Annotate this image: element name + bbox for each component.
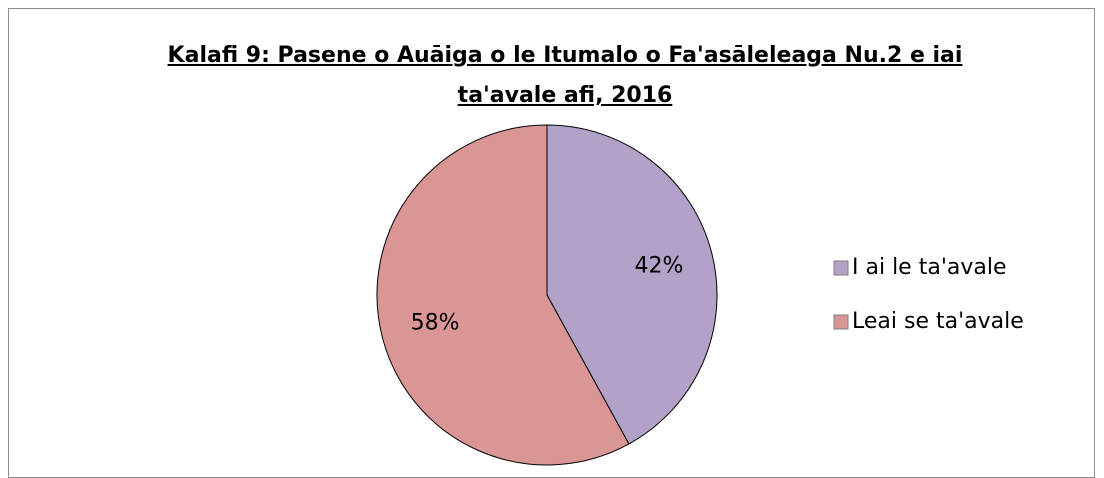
data-label: 42% [635, 253, 684, 278]
legend-label: I ai le ta'avale [852, 255, 1007, 280]
chart-title: Kalafi 9: Pasene o Auāiga o le Itumalo o… [167, 43, 963, 108]
legend-swatch [833, 260, 849, 276]
legend-swatch [833, 314, 849, 330]
page: Kalafi 9: Pasene o Auāiga o le Itumalo o… [8, 8, 1095, 478]
data-label: 58% [411, 311, 460, 336]
pie-slice [376, 124, 630, 466]
chart: 42% 58% I ai le ta'avale Leai se ta'avale [376, 124, 1024, 466]
pie-slice [546, 124, 718, 445]
legend-label: Leai se ta'avale [852, 309, 1024, 334]
